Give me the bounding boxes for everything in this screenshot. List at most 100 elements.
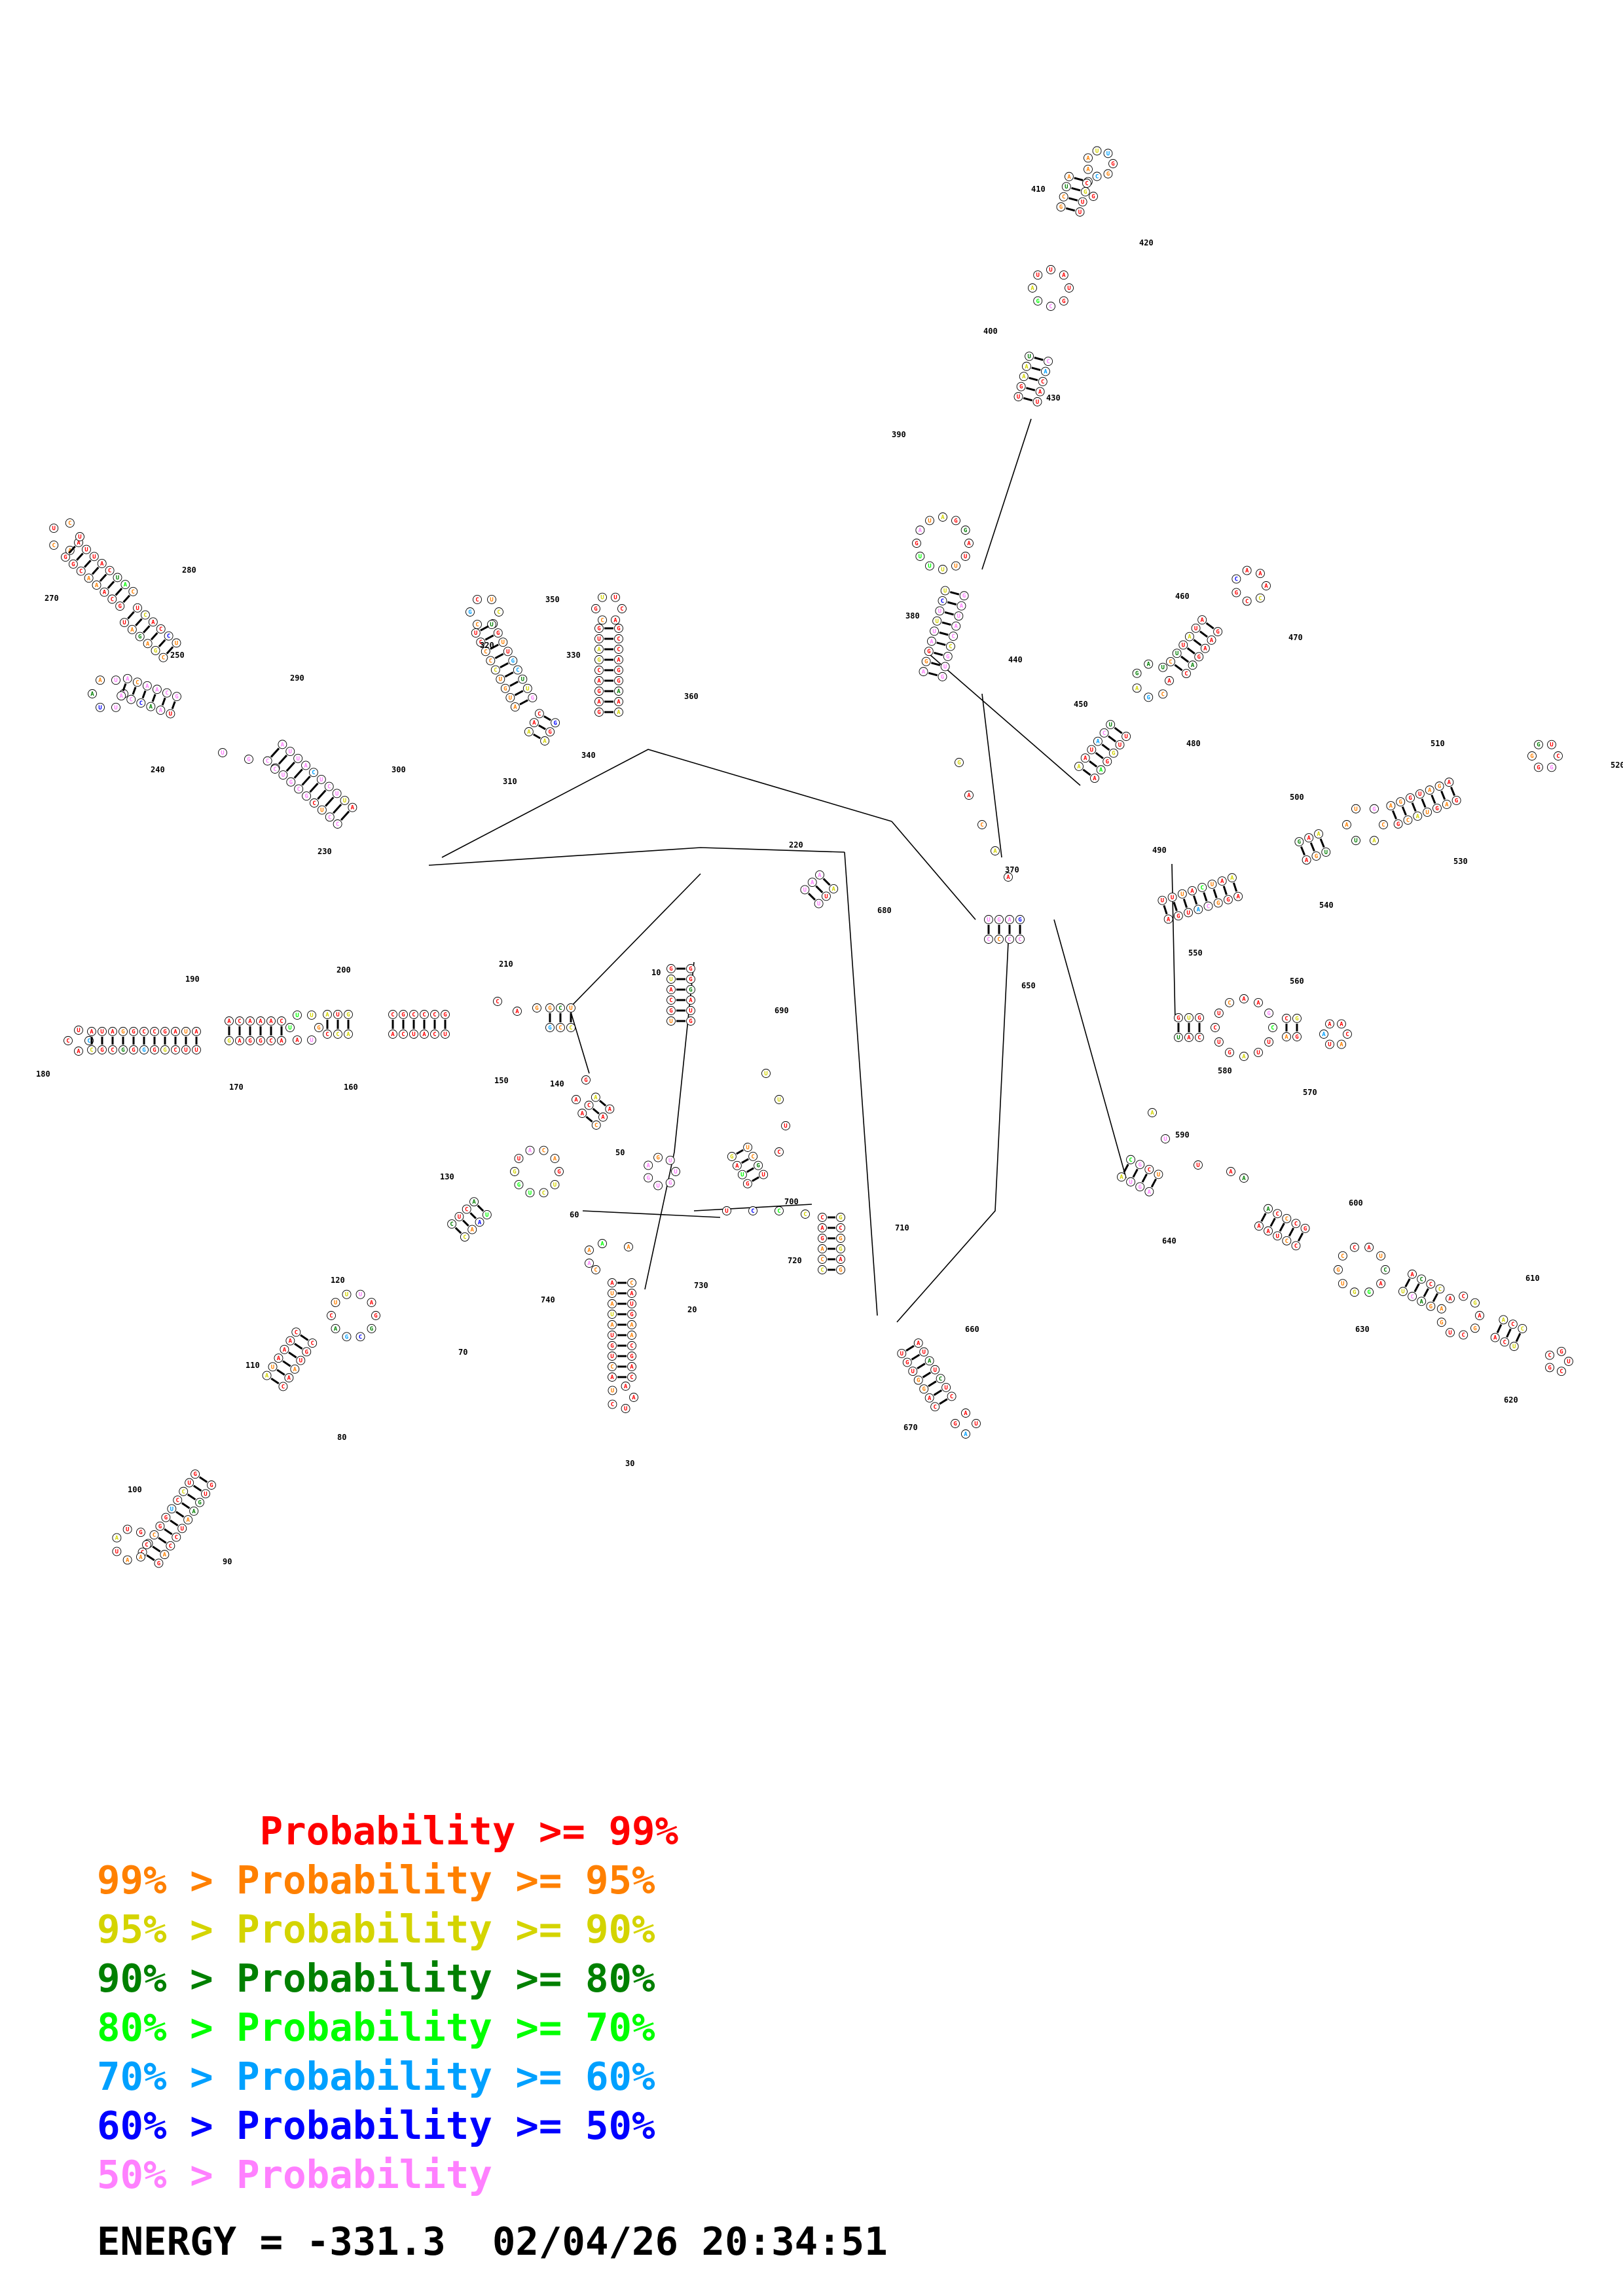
base-pair bbox=[1506, 1328, 1512, 1338]
nucleotide: G bbox=[614, 666, 623, 675]
svg-text:C: C bbox=[238, 1018, 241, 1025]
svg-text:U: U bbox=[900, 1351, 903, 1357]
base-pair bbox=[1114, 726, 1123, 734]
nucleotide: A bbox=[991, 846, 1000, 855]
svg-text:C: C bbox=[273, 766, 276, 773]
svg-text:C: C bbox=[941, 598, 944, 605]
nucleotide: U bbox=[293, 1010, 302, 1020]
svg-text:U: U bbox=[1567, 1359, 1570, 1365]
nucleotide: C bbox=[984, 935, 993, 944]
nucleotide: G bbox=[1556, 1346, 1566, 1356]
svg-text:A: A bbox=[194, 1029, 198, 1035]
nucleotide: G bbox=[508, 656, 518, 666]
nucleotide: C bbox=[150, 1027, 159, 1036]
nucleotide: G bbox=[924, 647, 934, 656]
base-pair bbox=[270, 747, 280, 758]
svg-text:G: G bbox=[669, 966, 672, 973]
nucleotide: C bbox=[608, 1362, 617, 1371]
nucleotide: C bbox=[539, 1188, 549, 1198]
nucleotide: U bbox=[181, 1045, 191, 1054]
position-label: 520 bbox=[1611, 761, 1623, 770]
nucleotide: G bbox=[302, 791, 312, 801]
svg-text:A: A bbox=[238, 1038, 242, 1045]
nucleotide: C bbox=[1291, 1241, 1301, 1251]
svg-text:C: C bbox=[479, 639, 483, 646]
nucleotide: A bbox=[572, 1095, 581, 1104]
svg-text:G: G bbox=[158, 1524, 162, 1530]
base-pair bbox=[99, 573, 107, 583]
nucleotide: C bbox=[945, 641, 955, 651]
nucleotide: C bbox=[1099, 728, 1109, 738]
svg-text:C: C bbox=[475, 597, 479, 603]
nucleotide: C bbox=[994, 935, 1004, 944]
nucleotide: G bbox=[1173, 911, 1183, 921]
svg-text:A: A bbox=[610, 1322, 614, 1329]
nucleotide: G bbox=[1426, 1301, 1436, 1311]
nucleotide: A bbox=[614, 655, 623, 664]
nucleotide: C bbox=[936, 1374, 945, 1384]
base-pair bbox=[500, 662, 509, 669]
position-label: 340 bbox=[581, 751, 596, 760]
base-pair bbox=[181, 1502, 191, 1509]
nucleotide: U bbox=[954, 611, 964, 621]
nucleotide: A bbox=[836, 1255, 845, 1264]
svg-text:G: G bbox=[1197, 1015, 1201, 1022]
svg-text:C: C bbox=[433, 1012, 436, 1018]
nucleotide: A bbox=[475, 1217, 484, 1227]
svg-text:G: G bbox=[957, 760, 960, 766]
nucleotide: G bbox=[951, 1419, 960, 1428]
base-pair bbox=[736, 1149, 744, 1155]
nucleotide: C bbox=[388, 1010, 397, 1019]
base-pair bbox=[1309, 842, 1315, 852]
nucleotide: C bbox=[666, 996, 676, 1005]
svg-text:C: C bbox=[951, 634, 955, 640]
base-pair bbox=[122, 683, 127, 692]
svg-text:G: G bbox=[247, 757, 250, 763]
svg-text:C: C bbox=[558, 1025, 562, 1031]
svg-text:C: C bbox=[1285, 1238, 1288, 1245]
svg-text:G: G bbox=[531, 695, 534, 702]
svg-text:C: C bbox=[162, 655, 165, 662]
svg-text:A: A bbox=[1120, 1174, 1123, 1181]
svg-text:U: U bbox=[458, 1214, 461, 1221]
nucleotide: U bbox=[471, 628, 481, 637]
base-pair bbox=[1423, 1288, 1429, 1297]
svg-text:A: A bbox=[1093, 776, 1097, 782]
nucleotide: C bbox=[323, 1030, 332, 1039]
svg-text:U: U bbox=[669, 977, 672, 983]
svg-text:G: G bbox=[132, 1029, 135, 1035]
nucleotide: A bbox=[1436, 1304, 1446, 1314]
nucleotide: G bbox=[528, 693, 538, 702]
nucleotide: A bbox=[285, 1336, 295, 1346]
nucleotide: A bbox=[1239, 1174, 1249, 1183]
svg-text:C: C bbox=[130, 697, 133, 704]
svg-text:C: C bbox=[597, 668, 600, 674]
svg-text:A: A bbox=[227, 1018, 231, 1025]
nucleotide: G bbox=[172, 692, 181, 702]
svg-text:C: C bbox=[987, 937, 990, 943]
svg-text:G: G bbox=[597, 689, 600, 695]
nucleotide: U bbox=[525, 1188, 535, 1198]
svg-text:G: G bbox=[656, 1155, 659, 1162]
nucleotide: A bbox=[284, 1373, 294, 1383]
nucleotide: A bbox=[1364, 1242, 1374, 1252]
svg-text:G: G bbox=[553, 720, 556, 726]
svg-text:U: U bbox=[126, 1527, 129, 1534]
nucleotide: U bbox=[665, 1155, 675, 1165]
nucleotide: A bbox=[420, 1030, 429, 1039]
nucleotide: C bbox=[107, 594, 117, 604]
svg-text:G: G bbox=[401, 1012, 405, 1018]
svg-text:U: U bbox=[114, 677, 117, 684]
svg-text:G: G bbox=[630, 1354, 633, 1360]
nucleotide: A bbox=[344, 1030, 353, 1039]
nucleotide: C bbox=[748, 1151, 758, 1161]
base-pair bbox=[1401, 806, 1407, 816]
nucleotide: C bbox=[310, 798, 319, 808]
svg-text:C: C bbox=[1285, 1016, 1288, 1022]
nucleotide: U bbox=[192, 1045, 201, 1054]
base-pair bbox=[1082, 768, 1091, 776]
base-pair bbox=[1186, 647, 1195, 655]
svg-text:U: U bbox=[1171, 895, 1174, 901]
base-pair bbox=[135, 618, 143, 626]
nucleotide: A bbox=[192, 1027, 201, 1036]
